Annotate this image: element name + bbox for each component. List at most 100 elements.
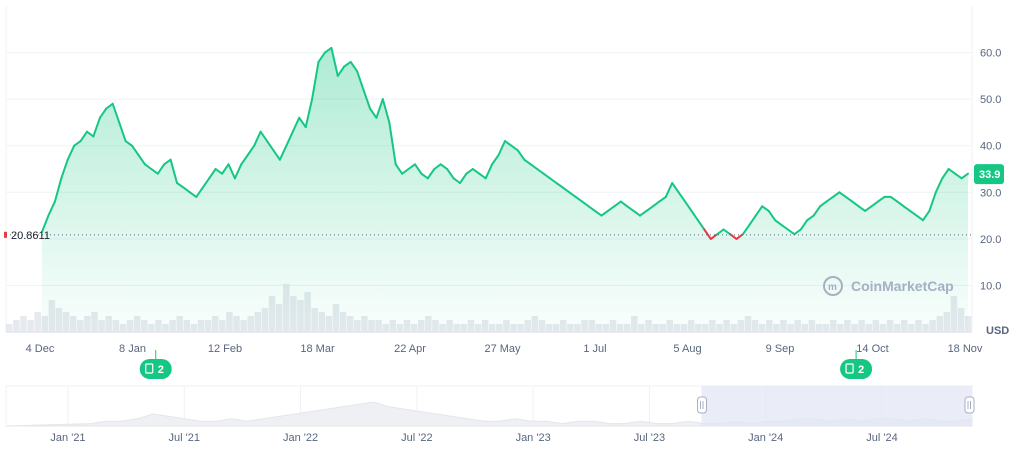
price-line-segment bbox=[272, 149, 281, 161]
navigator-x-tick-label: Jul '21 bbox=[169, 432, 200, 444]
navigator-handle-right[interactable] bbox=[964, 396, 975, 414]
price-line-segment bbox=[774, 219, 783, 226]
price-line-segment bbox=[851, 200, 860, 208]
price-line-segment bbox=[375, 98, 384, 119]
price-line-segment bbox=[645, 205, 654, 212]
price-line-segment bbox=[452, 177, 461, 184]
handle-grip bbox=[964, 396, 975, 414]
price-line-segment bbox=[143, 163, 153, 170]
price-line-segment bbox=[504, 140, 513, 147]
price-line-segment bbox=[156, 163, 166, 175]
price-line-segment bbox=[176, 182, 185, 189]
price-line-segment bbox=[741, 223, 751, 236]
price-line-segment bbox=[491, 154, 500, 166]
price-line-segment bbox=[729, 233, 738, 240]
price-line-segment bbox=[902, 205, 912, 212]
x-tick-label: 22 Apr bbox=[394, 343, 426, 355]
price-line-segment bbox=[105, 102, 114, 110]
price-line-segment bbox=[793, 228, 802, 236]
event-marker[interactable]: 2 bbox=[139, 350, 172, 379]
x-tick-label: 18 Mar bbox=[300, 343, 335, 355]
price-line-segment bbox=[111, 102, 121, 124]
price-line-segment bbox=[362, 88, 371, 110]
price-line-segment bbox=[703, 228, 712, 240]
price-line-segment bbox=[381, 98, 391, 124]
price-line-segment bbox=[877, 195, 886, 203]
price-line-segment bbox=[53, 177, 63, 203]
price-line-segment bbox=[549, 177, 558, 184]
coinmarketcap-watermark: m CoinMarketCap bbox=[823, 276, 954, 296]
event-marker[interactable]: 2 bbox=[840, 350, 873, 379]
x-tick-label: 12 Feb bbox=[208, 343, 242, 355]
price-line-segment bbox=[446, 168, 455, 180]
price-area bbox=[42, 47, 968, 333]
price-line-segment bbox=[825, 195, 834, 203]
x-tick-label: 14 Oct bbox=[856, 343, 888, 355]
x-tick-label: 27 May bbox=[484, 343, 521, 355]
price-line-segment bbox=[626, 205, 635, 212]
price-line-segment bbox=[465, 168, 474, 175]
price-line-segment bbox=[356, 70, 365, 91]
price-line-segment bbox=[870, 200, 879, 208]
document-icon bbox=[845, 363, 854, 374]
price-line-segment bbox=[832, 191, 841, 198]
price-line-segment bbox=[253, 130, 262, 147]
navigator-x-tick-label: Jan '23 bbox=[516, 432, 551, 444]
price-line-segment bbox=[388, 121, 397, 166]
price-line-segment bbox=[484, 163, 494, 180]
price-line-segment bbox=[754, 205, 764, 217]
y-tick-label: 50.0 bbox=[980, 94, 1001, 106]
price-line-segment bbox=[632, 209, 641, 217]
price-line-segment bbox=[163, 158, 172, 166]
price-line-segment bbox=[799, 219, 809, 231]
x-tick-label: 8 Jan bbox=[119, 343, 146, 355]
price-line bbox=[41, 46, 969, 240]
price-line-segment bbox=[716, 228, 725, 236]
y-tick-label: 30.0 bbox=[980, 187, 1001, 199]
price-line-segment bbox=[786, 228, 796, 236]
navigator-x-tick-label: Jul '24 bbox=[866, 432, 897, 444]
navigator-x-axis: Jan '21 Jul '21 Jan '22 Jul '22 Jan '23 Jul '… bbox=[50, 432, 897, 444]
price-line-segment bbox=[407, 163, 416, 170]
price-area-fill bbox=[42, 47, 968, 333]
price-line-segment bbox=[735, 233, 744, 240]
price-line-segment bbox=[131, 144, 140, 156]
navigator-x-tick-label: Jul '23 bbox=[634, 432, 665, 444]
price-line-segment bbox=[889, 195, 899, 203]
price-line-segment bbox=[651, 200, 661, 208]
price-line-segment bbox=[60, 158, 69, 180]
price-line-segment bbox=[844, 195, 854, 203]
range-navigator[interactable]: Jan '21 Jul '21 Jan '22 Jul '22 Jan '23 Jul '… bbox=[5, 385, 975, 444]
event-badge bbox=[139, 359, 172, 379]
navigator-handle-left[interactable] bbox=[697, 396, 708, 414]
price-line-segment bbox=[66, 144, 76, 161]
coinmarketcap-logo-icon bbox=[823, 276, 843, 296]
navigator-x-tick-label: Jan '21 bbox=[50, 432, 85, 444]
price-line-segment bbox=[928, 191, 937, 212]
price-line-segment bbox=[92, 116, 101, 138]
y-tick-label: 10.0 bbox=[980, 280, 1001, 292]
price-line-segment bbox=[529, 163, 539, 170]
price-line-segment bbox=[934, 177, 944, 194]
current-price-label: 33.9 bbox=[979, 169, 1000, 181]
price-line-segment bbox=[343, 60, 352, 68]
current-price-badge: 33.9 bbox=[974, 164, 1004, 185]
volume-bar bbox=[13, 320, 20, 332]
x-tick-label: 9 Sep bbox=[766, 343, 795, 355]
price-line-segment bbox=[426, 168, 436, 180]
price-line-segment bbox=[510, 144, 519, 152]
price-line-segment bbox=[298, 116, 307, 129]
price-line-segment bbox=[336, 65, 346, 77]
price-line-segment bbox=[208, 168, 217, 180]
price-line-segment bbox=[221, 163, 230, 175]
price-line-segment bbox=[806, 214, 815, 222]
y-tick-label: 20.0 bbox=[980, 234, 1001, 246]
y-axis-unit: USD bbox=[986, 325, 1009, 337]
navigator-selection[interactable] bbox=[701, 386, 972, 426]
price-line-segment bbox=[188, 191, 198, 198]
watermark-text: CoinMarketCap bbox=[851, 278, 954, 294]
x-tick-label: 18 Nov bbox=[948, 343, 983, 355]
price-line-segment bbox=[568, 191, 577, 198]
